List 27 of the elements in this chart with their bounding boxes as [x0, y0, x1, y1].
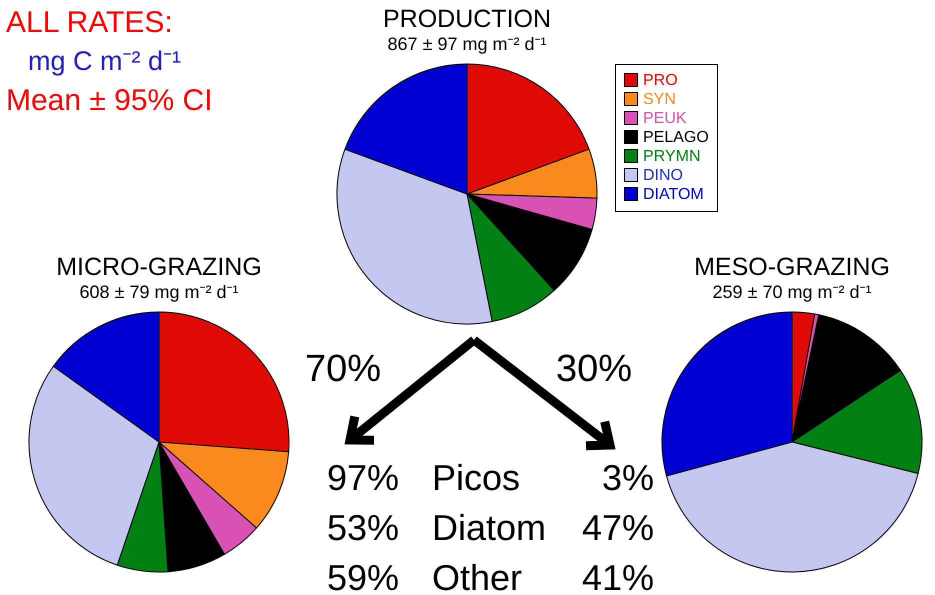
chart-title: MESO-GRAZING [694, 253, 890, 281]
legend-label: PRYMN [643, 148, 700, 165]
text: 70% [305, 348, 382, 390]
text: 53% [327, 507, 400, 548]
chart-title: PRODUCTION [382, 5, 552, 33]
legend-label: PRO [643, 72, 678, 89]
chart-subtitle: 608 ± 79 mg m⁻² d⁻¹ [80, 282, 238, 302]
text: 30% [556, 348, 632, 390]
text: 59% [327, 557, 400, 595]
text: 3% [600, 457, 654, 498]
text: ALL RATES: [6, 6, 173, 39]
legend-label: PELAGO [643, 129, 709, 146]
text: Other [432, 557, 522, 595]
text: 47% [580, 507, 654, 548]
legend-label: SYN [643, 91, 676, 108]
legend-label: DINO [643, 167, 683, 184]
legend-label: PEUK [643, 110, 687, 127]
chart-subtitle: 259 ± 70 mg m⁻² d⁻¹ [712, 282, 872, 302]
text: 97% [327, 457, 400, 498]
text: Picos [432, 457, 520, 498]
legend-label: DIATOM [643, 186, 704, 203]
text: Diatom [432, 507, 546, 548]
chart-subtitle: 867 ± 97 mg m⁻² d⁻¹ [388, 34, 546, 54]
text: Mean ± 95% CI [6, 84, 213, 117]
chart-title: MICRO-GRAZING [56, 253, 262, 281]
text: 41% [580, 557, 654, 595]
text: mg C m⁻² d⁻¹ [28, 46, 181, 76]
